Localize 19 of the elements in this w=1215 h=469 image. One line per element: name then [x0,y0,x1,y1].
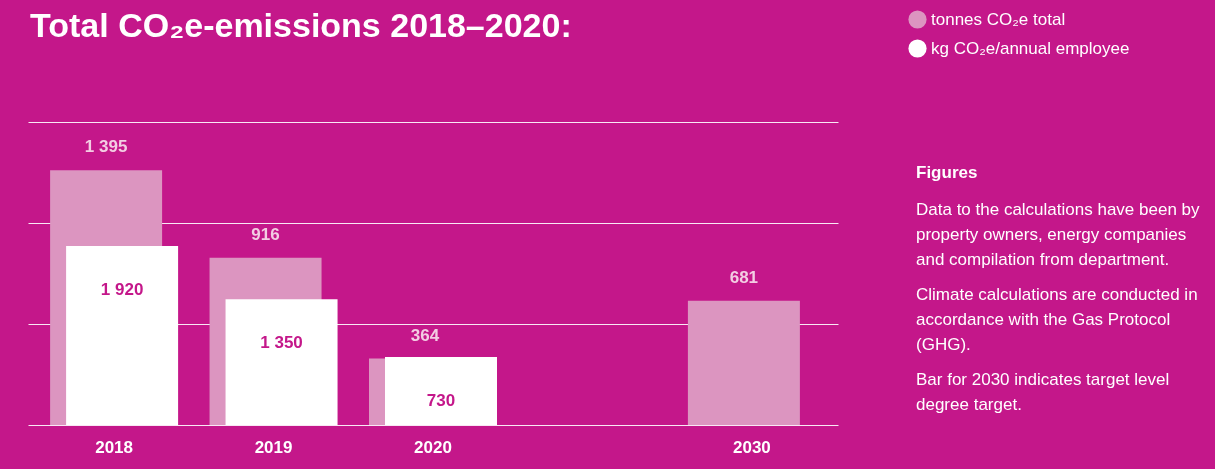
x-tick-label: 2020 [414,437,452,457]
data-label: 730 [426,390,456,410]
text: Climate calculations are conducted in accordance with the Gas Protocol (GHG). [916,284,1199,356]
x-tick-label: 2018 [95,437,134,457]
data-label: 1 920 [100,280,144,299]
data-label: 916 [251,224,280,244]
data-label: 681 [729,267,759,287]
data-label: 1 395 [84,137,128,157]
x-tick-label: 2019 [254,437,293,457]
bar [687,300,800,425]
text: Data to the calculations have been by property owners, energy companies and compilation from department. [916,199,1201,271]
legend-label: tonnes CO₂e total [931,9,1066,29]
data-label: 1 350 [260,333,303,353]
x-tick-label: 2030 [732,437,771,457]
legend-label: kg CO₂e/annual employee [931,38,1130,58]
text: Figures [916,162,979,184]
chart-title: Total CO₂e-emissions 2018–2020: [30,6,572,45]
text: Bar for 2030 indicates target level degree target. [916,369,1171,416]
data-label: 364 [410,325,440,345]
